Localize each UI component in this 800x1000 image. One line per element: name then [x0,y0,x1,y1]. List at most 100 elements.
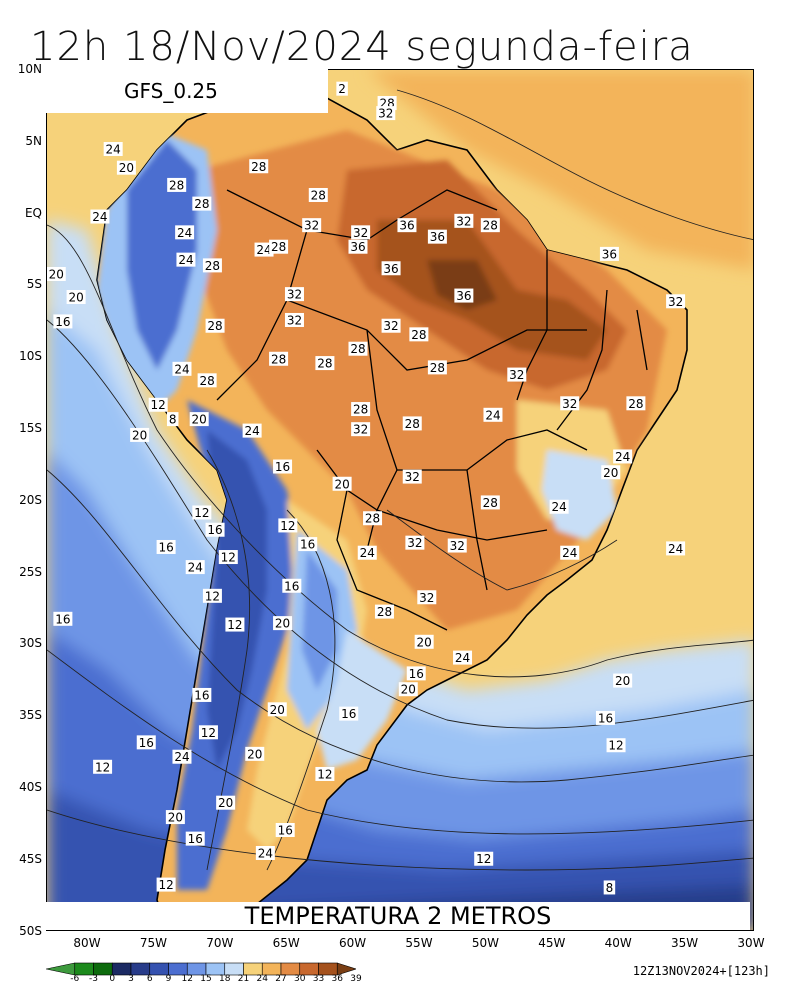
lat-tick-label: 10N [17,62,42,76]
lat-tick-label: 20S [19,492,42,507]
lat-tick-label: 50S [19,923,42,938]
contour-label: 20 [130,427,150,442]
contour-label: 12 [315,766,335,781]
contour-label: 24 [549,499,569,514]
svg-text:20: 20 [247,747,262,761]
contour-label: 12 [148,397,168,412]
svg-text:32: 32 [287,313,302,327]
colorbar-label: 12 [181,974,193,984]
colorbar-label: 39 [350,974,362,984]
svg-text:16: 16 [278,823,293,837]
contour-label: 20 [216,795,236,810]
lat-tick-label: 30S [19,636,42,651]
svg-text:24: 24 [668,542,683,556]
contour-label: 12 [278,518,298,533]
contour-label: 24 [483,407,503,422]
contour-label: 28 [402,416,422,431]
svg-text:20: 20 [49,268,64,282]
lon-tick-label: 30W [737,936,765,950]
contour-label: 20 [332,476,352,491]
svg-text:24: 24 [177,226,192,240]
svg-text:32: 32 [383,319,398,333]
south-america-land [47,89,753,930]
contour-label: 20 [116,160,136,175]
svg-text:28: 28 [483,219,498,233]
svg-text:24: 24 [174,362,189,376]
svg-text:24: 24 [256,243,271,257]
svg-text:20: 20 [68,290,83,304]
lat-tick-label: 5S [26,277,42,292]
colorbar-label: 3 [128,974,134,984]
contour-label: 36 [381,261,401,276]
svg-text:20: 20 [603,466,618,480]
svg-text:32: 32 [304,219,319,233]
contour-label: 24 [242,423,262,438]
contour-label: 12 [93,759,113,774]
svg-text:16: 16 [194,688,209,702]
svg-text:12: 12 [476,852,491,866]
colorbar-label: 27 [275,974,287,984]
contour-label: 36 [454,288,474,303]
svg-text:16: 16 [158,540,173,554]
contour-label: 28 [480,495,500,510]
contour-label: 20 [245,746,265,761]
colorbar-label: 30 [294,974,306,984]
contour-label: 16 [185,831,205,846]
svg-text:24: 24 [552,500,567,514]
contour-label: 20 [613,673,633,688]
contour-label: 16 [339,706,359,721]
contour-label: 24 [172,361,192,376]
svg-text:28: 28 [353,403,368,417]
svg-text:32: 32 [353,423,368,437]
svg-text:16: 16 [139,736,154,750]
contour-label: 12 [218,550,238,565]
colorbar-label: 33 [312,974,325,984]
lat-tick-label: 5N [25,133,42,148]
svg-text:32: 32 [562,397,577,411]
svg-text:32: 32 [509,368,524,382]
contour-label: 24 [666,541,686,556]
contour-label: 32 [560,396,580,411]
colorbar-label: 36 [331,974,343,984]
field-title: TEMPERATURA 2 METROS [46,902,750,930]
contour-label: 32 [284,312,304,327]
contour-label: 24 [613,449,633,464]
contour-label: 32 [302,218,322,233]
svg-text:12: 12 [194,506,209,520]
contour-label: 32 [405,535,425,550]
contour-label: 32 [402,469,422,484]
contour-label: 24 [254,242,274,257]
svg-text:12: 12 [158,878,173,892]
contour-label: 20 [165,810,185,825]
svg-text:16: 16 [188,832,203,846]
svg-text:24: 24 [455,651,470,665]
svg-text:28: 28 [194,197,209,211]
contour-label: 32 [376,106,396,121]
svg-text:28: 28 [271,240,286,254]
svg-text:20: 20 [192,413,207,427]
contour-label: 36 [348,239,368,254]
svg-text:32: 32 [456,214,471,228]
colorbar [46,962,356,976]
svg-text:36: 36 [399,219,414,233]
lat-tick-label: EQ [24,205,42,220]
svg-text:32: 32 [407,536,422,550]
colorbar-label: 15 [200,974,212,984]
svg-text:24: 24 [615,450,630,464]
svg-text:36: 36 [456,289,471,303]
contour-label: 28 [249,159,269,174]
contour-label: 28 [308,187,328,202]
contour-label: 24 [453,650,473,665]
lon-tick-label: 45W [538,936,566,950]
lon-tick-label: 55W [405,936,433,950]
contour-label: 12 [474,851,494,866]
contour-label: 32 [381,318,401,333]
svg-text:16: 16 [409,667,424,681]
contour-label: 24 [357,545,377,560]
contour-label: 28 [374,604,394,619]
svg-text:24: 24 [562,546,577,560]
lat-tick-label: 25S [19,564,42,579]
svg-text:28: 28 [350,342,365,356]
svg-text:24: 24 [244,424,259,438]
svg-text:28: 28 [430,361,445,375]
